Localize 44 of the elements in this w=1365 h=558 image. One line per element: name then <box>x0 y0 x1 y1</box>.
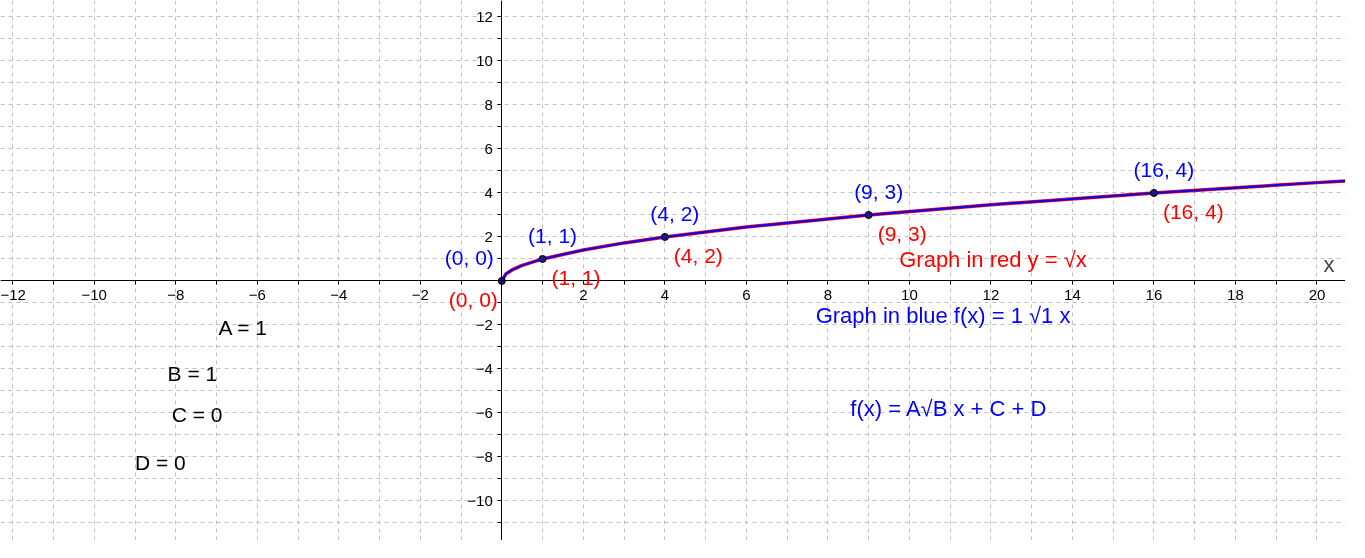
y-tick-label: −6 <box>475 403 493 421</box>
y-tick-label: −4 <box>475 359 493 377</box>
annotation: Graph in blue f(x) = 1 √1 x <box>815 302 1071 328</box>
data-label: (9, 3) <box>877 221 927 245</box>
data-label: (4, 2) <box>673 243 723 267</box>
y-tick-label: 6 <box>484 139 493 157</box>
data-label: (1, 1) <box>528 223 578 247</box>
data-label: (9, 3) <box>854 179 904 203</box>
x-tick-label: −8 <box>167 285 185 303</box>
annotation: D = 0 <box>135 450 186 474</box>
y-tick-label: 4 <box>484 183 493 201</box>
x-tick-label: 14 <box>1064 285 1081 303</box>
y-tick-label: 12 <box>476 8 493 25</box>
x-tick-label: 12 <box>982 285 1000 303</box>
data-label: (16, 4) <box>1162 199 1224 223</box>
y-tick-label: −8 <box>475 447 493 465</box>
x-tick-label: −2 <box>411 285 429 303</box>
annotation: C = 0 <box>171 402 223 426</box>
data-label: (0, 0) <box>448 287 498 311</box>
x-tick-label: −6 <box>248 285 266 303</box>
annotation: Graph in red y = √x <box>899 247 1087 273</box>
x-tick-label: 20 <box>1308 285 1326 303</box>
x-tick-label: 10 <box>901 285 918 303</box>
annotation: B = 1 <box>167 361 218 385</box>
data-label: (16, 4) <box>1133 157 1195 181</box>
x-tick-label: −4 <box>330 285 348 303</box>
x-tick-label: 18 <box>1227 285 1244 303</box>
y-tick-label: 8 <box>484 95 493 113</box>
x-tick-label: 6 <box>742 285 751 303</box>
y-tick-label: −10 <box>467 491 493 509</box>
x-tick-label: 4 <box>660 285 670 303</box>
x-tick-label: 8 <box>823 285 833 303</box>
x-tick-label: −12 <box>0 285 26 303</box>
y-tick-label: 10 <box>476 51 493 69</box>
x-tick-label: 2 <box>579 285 588 303</box>
annotation: A = 1 <box>218 315 268 339</box>
y-tick-label: 2 <box>484 227 493 245</box>
x-tick-label: −10 <box>81 285 107 303</box>
x-axis-title: x <box>1323 251 1335 277</box>
x-tick-label: 16 <box>1145 285 1163 303</box>
y-tick-label: −2 <box>475 315 493 333</box>
data-label: (0, 0) <box>444 245 494 269</box>
annotation: f(x) = A√B x + C + D <box>850 396 1047 422</box>
data-label: (4, 2) <box>650 201 700 225</box>
